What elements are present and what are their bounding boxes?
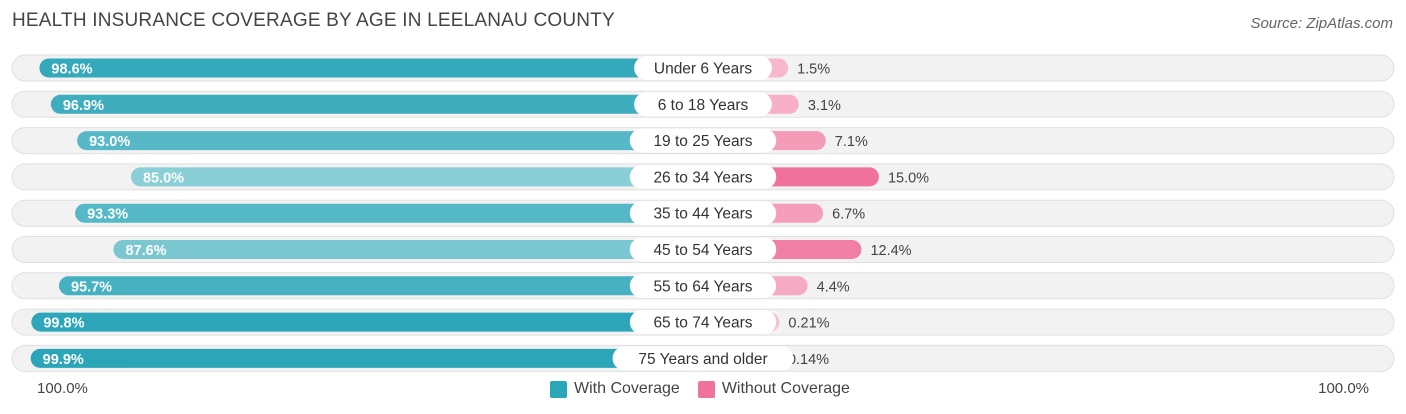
category-label: 6 to 18 Years <box>658 97 749 114</box>
category-pill <box>629 237 777 262</box>
value-label-with-coverage: 85.0% <box>143 170 184 186</box>
legend: With Coverage Without Coverage <box>550 380 850 398</box>
legend-item-without-coverage: Without Coverage <box>697 380 850 398</box>
value-label-without-coverage: 15.0% <box>888 170 929 186</box>
legend-swatch-with-coverage <box>550 380 567 398</box>
value-label-without-coverage: 3.1% <box>808 98 841 114</box>
category-pill <box>629 201 777 226</box>
legend-label-with-coverage: With Coverage <box>574 380 680 397</box>
category-pill <box>629 164 777 189</box>
bar-with-coverage <box>39 58 704 78</box>
category-label: 55 to 64 Years <box>653 278 752 295</box>
value-label-without-coverage: 6.7% <box>832 207 865 223</box>
axis-left-label: 100.0% <box>37 380 88 397</box>
value-label-without-coverage: 7.1% <box>835 134 868 150</box>
category-pill <box>634 56 772 80</box>
category-pill <box>634 92 772 117</box>
chart-plot: 98.6% 1.5% Under 6 Years 96.9% 3.1% 6 to 18 Y… <box>11 54 1395 372</box>
bar-with-coverage <box>31 312 703 332</box>
value-label-without-coverage: 4.4% <box>817 279 850 295</box>
value-label-without-coverage: 0.21% <box>788 316 829 332</box>
value-label-with-coverage: 95.7% <box>71 279 112 295</box>
category-label: 65 to 74 Years <box>653 315 752 332</box>
value-label-with-coverage: 87.6% <box>125 243 166 259</box>
value-label-with-coverage: 93.3% <box>87 207 128 223</box>
category-label: 75 Years and older <box>638 351 767 368</box>
bar-with-coverage <box>50 94 704 114</box>
category-label: 35 to 44 Years <box>653 206 752 223</box>
bar-with-coverage <box>75 203 703 223</box>
source-label: Source: ZipAtlas.com <box>1250 15 1393 32</box>
category-label: 19 to 25 Years <box>653 133 752 150</box>
value-label-with-coverage: 99.9% <box>43 352 84 368</box>
legend-swatch-without-coverage <box>697 380 715 398</box>
value-label-with-coverage: 93.0% <box>89 134 130 150</box>
value-label-with-coverage: 99.8% <box>43 316 84 332</box>
category-pill <box>629 128 777 153</box>
category-label: Under 6 Years <box>654 61 752 78</box>
category-label: 26 to 34 Years <box>653 169 752 186</box>
bar-with-coverage <box>113 240 703 259</box>
value-label-with-coverage: 98.6% <box>51 62 92 78</box>
category-pill <box>629 273 777 298</box>
bar-with-coverage <box>130 167 703 187</box>
value-label-without-coverage: 0.14% <box>788 352 829 368</box>
legend-label-without-coverage: Without Coverage <box>721 380 850 397</box>
value-label-without-coverage: 1.5% <box>797 62 830 78</box>
value-label-with-coverage: 96.9% <box>63 98 104 114</box>
category-label: 45 to 54 Years <box>653 242 752 259</box>
chart-title: HEALTH INSURANCE COVERAGE BY AGE IN LEEL… <box>12 10 615 31</box>
category-pill <box>629 310 777 335</box>
bar-with-coverage <box>58 276 703 296</box>
bar-with-coverage <box>30 348 704 368</box>
value-label-without-coverage: 12.4% <box>870 243 911 259</box>
axis-right-label: 100.0% <box>1318 380 1369 397</box>
category-pill <box>612 346 794 371</box>
legend-item-with-coverage: With Coverage <box>550 380 680 398</box>
bar-with-coverage <box>77 131 704 151</box>
